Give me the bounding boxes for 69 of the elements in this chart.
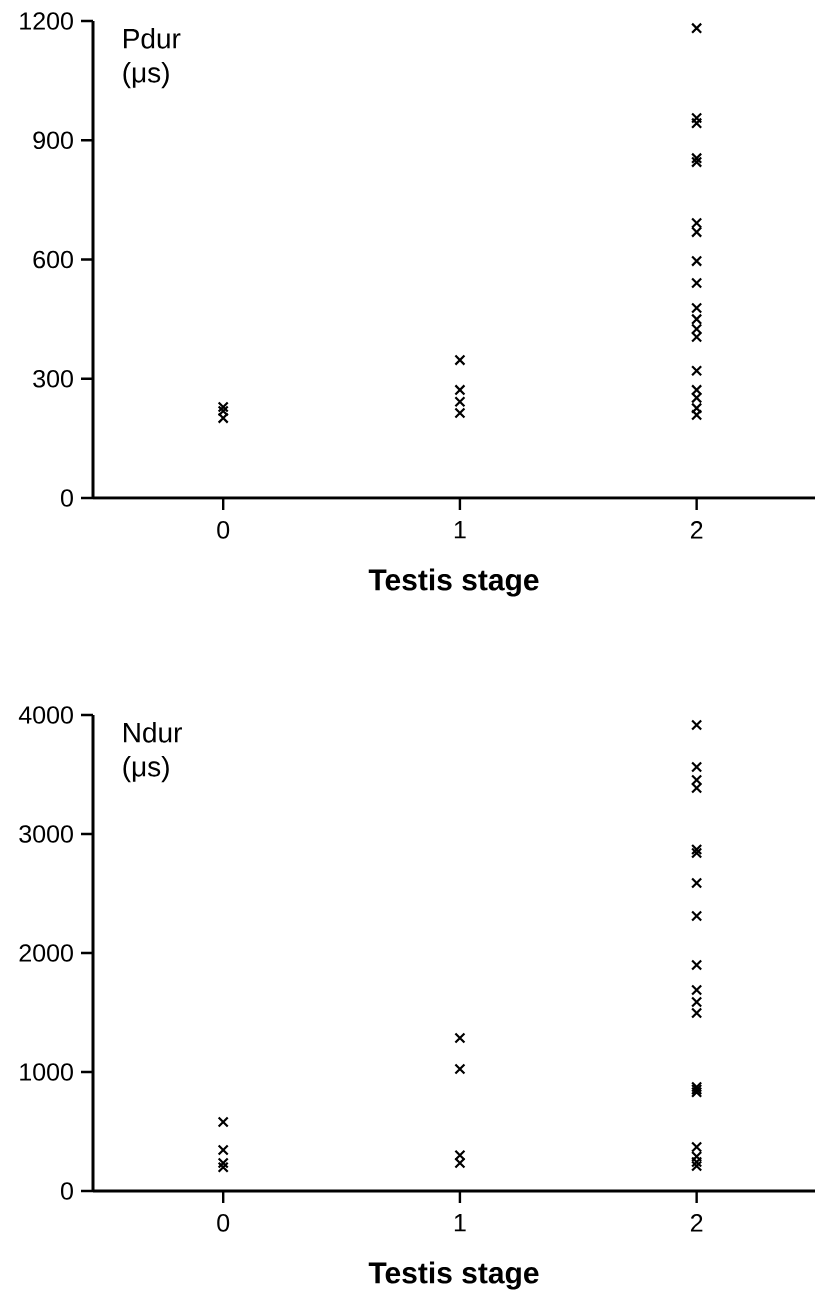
x-tick-label: 1 [454, 1214, 466, 1232]
x-axis-title: Testis stage [368, 1261, 539, 1290]
point [691, 226, 703, 238]
point [454, 407, 466, 419]
point [691, 152, 703, 164]
point [217, 1157, 229, 1169]
y-tick-label: 900 [33, 131, 73, 150]
x-tick-label: 2 [690, 1214, 703, 1232]
y-tick-label: 0 [61, 489, 73, 507]
point [691, 1160, 703, 1172]
point [691, 384, 703, 396]
point [691, 156, 703, 168]
point [217, 401, 229, 413]
point [691, 959, 703, 971]
point [691, 302, 703, 314]
point [217, 1116, 229, 1128]
point [454, 1032, 466, 1044]
point [691, 402, 703, 414]
point [217, 1144, 229, 1156]
point [454, 396, 466, 408]
y-axis-title: Ndur (μs) [123, 722, 182, 783]
point [691, 1150, 703, 1163]
point [691, 847, 703, 859]
y-tick-label: 600 [33, 250, 73, 269]
x-tick-label: 0 [217, 521, 230, 539]
point [691, 719, 703, 731]
point [691, 112, 703, 124]
point [691, 1007, 703, 1019]
point [454, 354, 466, 366]
point [217, 412, 229, 424]
point [691, 365, 703, 377]
point [691, 409, 703, 421]
point [691, 984, 703, 996]
point [691, 323, 703, 335]
point [217, 405, 229, 417]
y-tick-label: 1000 [20, 1063, 73, 1081]
point [454, 1157, 466, 1169]
y-tick-label: 4000 [18, 706, 73, 724]
point [691, 331, 703, 343]
y-axis-title: Pdur (μs) [123, 28, 181, 89]
point [454, 1149, 466, 1161]
y-tick-label: 1200 [20, 12, 73, 30]
point [691, 117, 703, 129]
point [454, 1063, 466, 1075]
y-tick-label: 3000 [19, 825, 73, 843]
point [691, 761, 703, 773]
point [691, 1141, 703, 1153]
point [691, 217, 703, 229]
y-tick-label: 0 [61, 1182, 73, 1200]
point [691, 877, 703, 889]
point [691, 1156, 703, 1168]
point [691, 22, 703, 34]
point [691, 313, 703, 325]
point [691, 392, 703, 404]
point [691, 996, 703, 1008]
y-tick-label: 2000 [19, 944, 73, 962]
point [691, 843, 703, 856]
point [454, 384, 466, 396]
point [691, 910, 703, 922]
x-tick-label: 2 [690, 521, 703, 539]
point [691, 782, 703, 794]
point [691, 277, 703, 289]
point [217, 1161, 229, 1173]
point [691, 255, 703, 267]
point [691, 774, 703, 786]
x-axis-title: Testis stage [368, 568, 539, 597]
y-tick-label: 300 [33, 369, 73, 388]
x-tick-label: 1 [454, 521, 466, 539]
x-tick-label: 0 [217, 1214, 230, 1232]
